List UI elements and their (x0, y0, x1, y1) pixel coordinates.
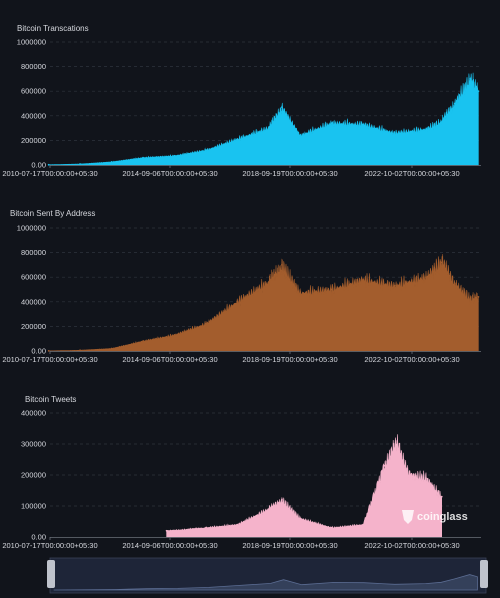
data-point (469, 298, 472, 301)
chart-panel-1: Bitcoin Transcations 0.00 200000 400000 6000… (2, 24, 481, 178)
series-area (48, 72, 479, 166)
data-point (393, 284, 396, 287)
x-tick-label: 2022-10-02T00:00:00+05:30 (364, 541, 459, 550)
data-point (47, 163, 50, 166)
range-slider-right-handle[interactable] (480, 560, 488, 588)
data-point (79, 163, 81, 165)
x-tick-label: 2022-10-02T00:00:00+05:30 (364, 355, 459, 364)
data-point (281, 264, 283, 266)
data-point (205, 149, 207, 152)
y-tick-label: 0.00 (31, 533, 46, 542)
data-point (440, 121, 443, 123)
y-tick-label: 400000 (21, 409, 46, 418)
data-point (440, 495, 443, 498)
data-point (383, 464, 385, 467)
chart-title: Bitcoin Sent By Address (10, 209, 95, 218)
y-tick-label: 400000 (21, 111, 46, 120)
x-tick-label: 2010-07-17T00:00:00+05:30 (2, 541, 97, 550)
data-point (393, 132, 396, 134)
y-tick-label: 200000 (21, 136, 46, 145)
data-point (362, 278, 364, 281)
x-tick-label: 2014-09-06T00:00:00+05:30 (122, 169, 217, 178)
data-point (173, 154, 176, 157)
data-point (205, 526, 207, 529)
data-point (440, 261, 443, 264)
data-point (205, 323, 207, 325)
watermark: coinglass (402, 510, 468, 524)
chart-title: Bitcoin Tweets (25, 395, 76, 404)
data-point (142, 340, 144, 343)
y-tick-label: 400000 (21, 297, 46, 306)
data-point (409, 474, 412, 476)
data-point (281, 498, 283, 501)
data-point (469, 78, 472, 80)
data-point (173, 334, 176, 336)
data-point (110, 347, 113, 350)
data-point (330, 122, 333, 125)
data-point (425, 276, 427, 279)
data-point (299, 292, 302, 295)
x-tick-label: 2014-09-06T00:00:00+05:30 (122, 541, 217, 550)
range-slider-preview-line (53, 574, 478, 591)
range-slider[interactable] (47, 557, 488, 594)
data-point (165, 529, 168, 532)
y-tick-label: 600000 (21, 273, 46, 282)
x-tick-label: 2018-09-19T00:00:00+05:30 (242, 355, 337, 364)
data-point (79, 349, 81, 352)
y-tick-label: 200000 (21, 471, 46, 480)
data-point (330, 288, 333, 291)
y-tick-label: 1000000 (17, 38, 46, 47)
y-tick-label: 100000 (21, 502, 46, 511)
data-point (267, 281, 270, 283)
x-tick-label: 2022-10-02T00:00:00+05:30 (364, 169, 459, 178)
data-point (425, 128, 427, 131)
data-point (236, 523, 239, 526)
range-slider-left-handle[interactable] (47, 560, 55, 588)
data-point (236, 138, 239, 141)
data-point (281, 106, 283, 109)
x-tick-label: 2010-07-17T00:00:00+05:30 (2, 355, 97, 364)
y-tick-label: 0.00 (31, 161, 46, 170)
data-point (142, 156, 144, 159)
series-area (166, 434, 442, 538)
data-point (110, 161, 113, 163)
series-area (48, 254, 479, 352)
data-point (330, 526, 333, 529)
x-tick-label: 2018-09-19T00:00:00+05:30 (242, 541, 337, 550)
y-tick-label: 200000 (21, 322, 46, 331)
data-point (267, 508, 270, 510)
coinglass-logo-icon (402, 510, 414, 524)
data-point (299, 134, 302, 137)
y-tick-label: 600000 (21, 87, 46, 96)
x-tick-label: 2018-09-19T00:00:00+05:30 (242, 169, 337, 178)
data-point (362, 523, 364, 526)
data-point (477, 90, 480, 93)
data-point (453, 102, 456, 105)
data-point (236, 300, 239, 303)
data-point (425, 477, 427, 479)
data-point (396, 443, 399, 445)
y-tick-label: 0.00 (31, 347, 46, 356)
data-point (47, 350, 50, 352)
chart-panel-3: Bitcoin Tweets 0.00 100000 200000 300000 4000… (2, 395, 481, 550)
watermark-text: coinglass (417, 511, 468, 523)
y-tick-label: 800000 (21, 248, 46, 257)
chart-title: Bitcoin Transcations (17, 24, 89, 33)
chart-panel-2: Bitcoin Sent By Address 0.00 200000 400000 6… (2, 209, 481, 364)
data-point (477, 296, 480, 298)
x-tick-label: 2014-09-06T00:00:00+05:30 (122, 355, 217, 364)
x-tick-label: 2010-07-17T00:00:00+05:30 (2, 169, 97, 178)
data-point (453, 282, 456, 285)
data-point (267, 127, 270, 129)
y-tick-label: 300000 (21, 440, 46, 449)
data-point (299, 517, 302, 520)
data-point (362, 123, 364, 126)
y-tick-label: 800000 (21, 62, 46, 71)
y-tick-label: 1000000 (17, 224, 46, 233)
